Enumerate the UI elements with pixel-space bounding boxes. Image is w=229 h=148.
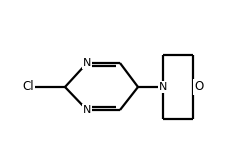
Text: N: N [158,82,166,92]
Text: N: N [82,105,91,115]
Text: Cl: Cl [22,81,34,94]
Text: N: N [82,58,91,68]
Text: O: O [193,81,202,94]
